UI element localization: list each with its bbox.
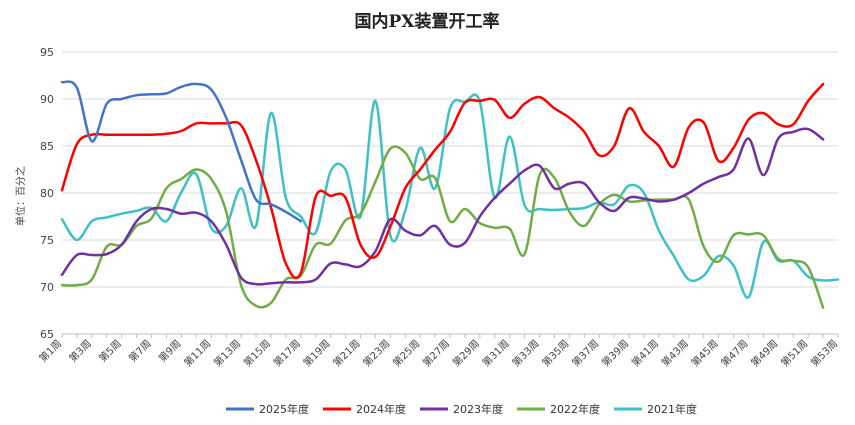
series-line-1	[60, 82, 825, 279]
y-axis-label: 单位：百分之	[14, 166, 27, 226]
x-tick-label: 第1周	[36, 337, 64, 365]
x-tick-label: 第23周	[360, 337, 392, 369]
legend-label: 2024年度	[356, 402, 406, 416]
x-tick-label: 第49周	[748, 337, 780, 369]
x-tick-label: 第43周	[659, 337, 691, 369]
x-axis-ticks: 第1周 第3周 第5周 第7周 第9周第11周第13周第15周第17周第19周第21周第…	[36, 337, 840, 369]
legend-label: 2022年度	[550, 402, 600, 416]
y-tick-label: 95	[40, 46, 54, 59]
x-tick-label: 第51周	[778, 337, 810, 369]
series-line-0	[60, 80, 303, 223]
x-tick-label: 第37周	[569, 337, 601, 369]
y-tick-label: 80	[40, 187, 54, 200]
x-tick-label: 第41周	[629, 337, 661, 369]
x-tick-label: 第29周	[450, 337, 482, 369]
x-tick-label: 第7周	[126, 337, 154, 365]
y-tick-label: 75	[40, 234, 54, 247]
y-tick-label: 70	[40, 281, 54, 294]
x-tick-label: 第53周	[808, 337, 840, 369]
series-line-2	[60, 127, 825, 286]
legend: 2025年度 2024年度 2023年度 2022年度 2021年度	[226, 402, 697, 416]
series-line-3	[60, 145, 825, 309]
y-tick-label: 90	[40, 93, 54, 106]
x-tick-label: 第33周	[509, 337, 541, 369]
x-tick-label: 第13周	[211, 337, 243, 369]
x-tick-label: 第47周	[718, 337, 750, 369]
y-tick-label: 85	[40, 140, 54, 153]
x-tick-label: 第9周	[156, 337, 184, 365]
y-tick-label: 65	[40, 328, 54, 341]
legend-label: 2023年度	[453, 402, 503, 416]
y-axis-ticks: 65 70 75 80 85 90 95	[40, 46, 54, 341]
x-tick-label: 第11周	[181, 337, 213, 369]
series-line-4	[60, 93, 840, 299]
x-tick-label: 第21周	[330, 337, 362, 369]
x-tick-label: 第27周	[420, 337, 452, 369]
chart-title: 国内PX装置开工率	[355, 11, 500, 32]
x-tick-label: 第31周	[479, 337, 511, 369]
x-tick-label: 第25周	[390, 337, 422, 369]
gridlines	[62, 51, 838, 335]
legend-label: 2025年度	[259, 402, 309, 416]
x-tick-label: 第39周	[599, 337, 631, 369]
series-lines	[60, 80, 840, 309]
legend-label: 2021年度	[647, 402, 697, 416]
x-tick-label: 第17周	[271, 337, 303, 369]
x-tick-label: 第19周	[300, 337, 332, 369]
x-tick-label: 第3周	[66, 337, 94, 365]
x-axis	[61, 333, 839, 338]
x-tick-label: 第5周	[96, 337, 124, 365]
x-tick-label: 第35周	[539, 337, 571, 369]
x-tick-label: 第45周	[688, 337, 720, 369]
x-tick-label: 第15周	[241, 337, 273, 369]
